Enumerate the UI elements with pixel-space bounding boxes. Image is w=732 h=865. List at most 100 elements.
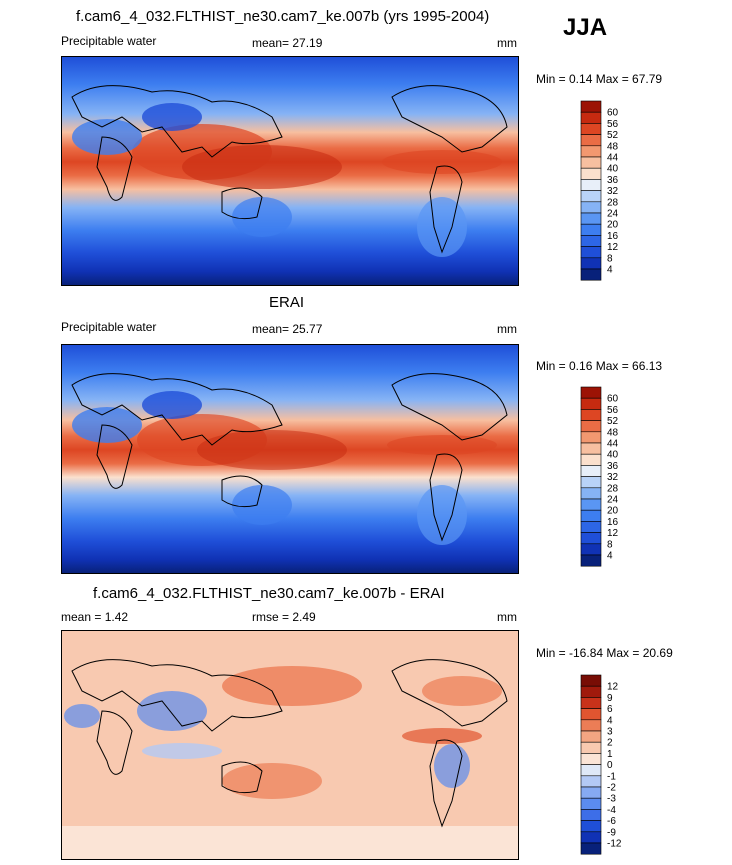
colorbar-swatch: [580, 509, 602, 522]
panel-3-map: [61, 630, 519, 860]
colorbar-swatch: [580, 786, 602, 799]
colorbar-swatch: [580, 674, 602, 687]
colorbar-tick-label: 40: [607, 450, 619, 461]
colorbar-swatch: [580, 775, 602, 788]
panel-3-units: mm: [497, 610, 517, 624]
panel-2-minmax: Min = 0.16 Max = 66.13: [536, 359, 663, 373]
colorbar-tick-label: 20: [607, 506, 619, 517]
panel-1-title: f.cam6_4_032.FLTHIST_ne30.cam7_ke.007b (…: [76, 8, 490, 25]
panel-2-map-svg: [62, 345, 518, 573]
colorbar-swatch: [580, 465, 602, 477]
colorbar-swatch: [580, 809, 602, 821]
colorbar-swatch: [580, 386, 602, 399]
colorbar-tick-label: 3: [607, 727, 613, 738]
colorbar-swatch: [580, 409, 602, 421]
colorbar-tick-label: 44: [607, 153, 619, 164]
colorbar-swatch: [580, 156, 602, 169]
colorbar-tick-label: 16: [607, 517, 619, 528]
colorbar-tick-label: 12: [607, 682, 619, 693]
colorbar-swatch: [580, 554, 602, 567]
colorbar-swatch: [580, 476, 602, 489]
colorbar-tick-label: 8: [607, 253, 613, 264]
colorbar-tick-label: -6: [607, 816, 616, 827]
colorbar-swatch: [580, 246, 602, 259]
colorbar-tick-label: 9: [607, 693, 613, 704]
colorbar-tick-label: 60: [607, 394, 619, 405]
colorbar-swatch: [580, 100, 602, 113]
colorbar-swatch: [580, 201, 602, 214]
colorbar-swatch: [580, 697, 602, 709]
panel-3-minmax: Min = -16.84 Max = 20.69: [536, 646, 673, 660]
colorbar-swatch: [580, 167, 602, 180]
colorbar-tick-label: 52: [607, 130, 619, 141]
colorbar-tick-label: -1: [607, 771, 616, 782]
colorbar-tick-label: 4: [607, 551, 613, 562]
panel-2-map: [61, 344, 519, 574]
colorbar-tick-label: 52: [607, 416, 619, 427]
colorbar-swatch: [580, 487, 602, 500]
colorbar-swatch: [580, 685, 602, 698]
colorbar-tick-label: 12: [607, 242, 619, 253]
colorbar-swatch: [580, 442, 602, 455]
colorbar-tick-label: 32: [607, 472, 619, 483]
colorbar-tick-label: -12: [607, 839, 622, 850]
colorbar-tick-label: 2: [607, 738, 613, 749]
colorbar-swatch: [580, 741, 602, 754]
panel-2-title: ERAI: [269, 294, 305, 311]
colorbar-swatch: [580, 708, 602, 721]
colorbar-swatch: [580, 123, 602, 135]
colorbar-tick-label: 48: [607, 427, 619, 438]
colorbar-tick-label: 24: [607, 209, 619, 220]
panel-1-center-label: mean= 27.19: [252, 36, 323, 50]
colorbar-tick-label: 28: [607, 197, 619, 208]
colorbar-tick-label: 36: [607, 175, 619, 186]
colorbar-swatch: [580, 842, 602, 855]
panel-2-left-label: Precipitable water: [61, 320, 157, 334]
panel-3-center-label: rmse = 2.49: [252, 610, 316, 624]
colorbar-swatch: [580, 212, 602, 225]
colorbar-tick-label: 40: [607, 164, 619, 175]
colorbar-tick-label: -9: [607, 827, 616, 838]
colorbar-tick-label: 20: [607, 220, 619, 231]
colorbar-tick-label: 6: [607, 704, 613, 715]
colorbar-swatch: [580, 420, 602, 433]
colorbar-swatch: [580, 730, 602, 743]
colorbar-swatch: [580, 753, 602, 765]
colorbar-tick-label: -3: [607, 794, 616, 805]
panel-1-minmax: Min = 0.14 Max = 67.79: [536, 72, 663, 86]
colorbar-tick-label: 48: [607, 141, 619, 152]
colorbar-tick-label: 28: [607, 483, 619, 494]
season-label: JJA: [563, 14, 608, 41]
colorbar-swatch: [580, 111, 602, 124]
panel-3-title: f.cam6_4_032.FLTHIST_ne30.cam7_ke.007b -…: [93, 585, 445, 602]
colorbar-tick-label: 4: [607, 265, 613, 276]
colorbar-swatch: [580, 134, 602, 147]
colorbar-swatch: [580, 235, 602, 247]
colorbar-swatch: [580, 532, 602, 545]
panel-3-left-label: mean = 1.42: [61, 610, 129, 624]
panel-2-center-label: mean= 25.77: [252, 322, 323, 336]
colorbar-tick-label: 8: [607, 539, 613, 550]
colorbar-tick-label: 16: [607, 231, 619, 242]
colorbar-tick-label: 4: [607, 715, 613, 726]
panel-1-units: mm: [497, 36, 517, 50]
colorbar-swatch: [580, 797, 602, 810]
colorbar-tick-label: 56: [607, 405, 619, 416]
colorbar-swatch: [580, 223, 602, 236]
colorbar-tick-label: -4: [607, 805, 616, 816]
colorbar-swatch: [580, 831, 602, 844]
colorbar-swatch: [580, 190, 602, 203]
colorbar-swatch: [580, 453, 602, 466]
colorbar-swatch: [580, 257, 602, 270]
colorbar-swatch: [580, 431, 602, 444]
colorbar-swatch: [580, 521, 602, 533]
colorbar-tick-label: 24: [607, 495, 619, 506]
colorbar-swatch: [580, 268, 602, 281]
colorbar-tick-label: 12: [607, 528, 619, 539]
panel-1-map-svg: [62, 57, 518, 285]
colorbar-tick-label: 32: [607, 186, 619, 197]
colorbar-swatch: [580, 145, 602, 158]
colorbar-tick-label: -2: [607, 783, 616, 794]
